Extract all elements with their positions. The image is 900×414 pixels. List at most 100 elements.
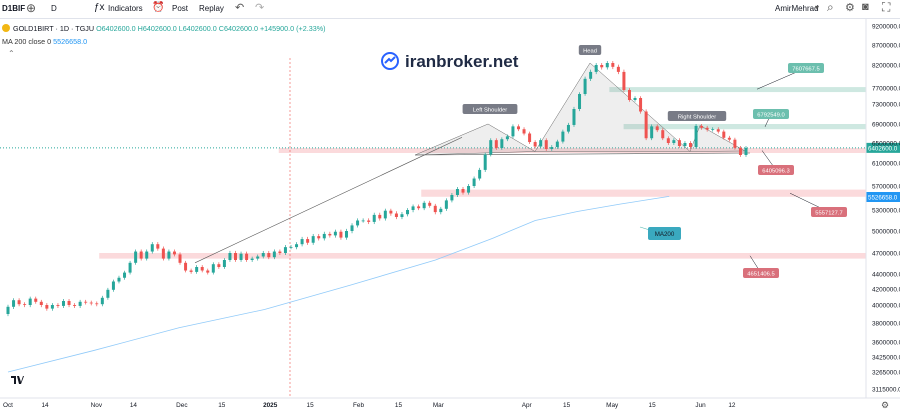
indicators-icon[interactable]: ƒx — [94, 2, 105, 13]
candle-body — [295, 244, 299, 248]
candle-body — [694, 125, 698, 147]
zone-label-5557127-bg — [811, 207, 847, 217]
zone-label-5557127: 5557127.7 — [815, 210, 842, 216]
candle-body — [333, 231, 337, 236]
candle-body — [361, 220, 365, 222]
left-shoulder-label: Left Shoulder — [473, 107, 508, 113]
alert-icon[interactable]: ⏰ — [152, 2, 165, 13]
chevron-down-icon[interactable]: ▾ — [815, 3, 820, 12]
y-tick-label: 7300000.0 — [872, 102, 900, 109]
zone-label-4651406: 4651406.5 — [747, 271, 774, 277]
plus-icon[interactable]: ⊕ — [26, 1, 37, 15]
x-tick-label: 15 — [218, 402, 226, 409]
zone-label-6792549: 6792549.0 — [757, 112, 784, 118]
candle-body — [73, 305, 77, 306]
candle-body — [444, 200, 448, 209]
candle-body — [350, 225, 354, 231]
neckline — [414, 152, 751, 156]
fullscreen-icon[interactable]: ⛶ — [882, 0, 891, 14]
candle-body — [633, 98, 637, 100]
indicators-button[interactable]: Indicators — [108, 4, 143, 13]
candle-body — [28, 298, 32, 305]
candle-body — [666, 138, 670, 143]
redo-icon[interactable]: ↷ — [255, 2, 265, 14]
x-tick-label: May — [606, 402, 619, 409]
trendline — [194, 137, 463, 264]
legend-ma-row[interactable]: MA 200 close 0 5526658.0 — [2, 37, 87, 46]
candle-body — [139, 251, 143, 259]
y-tick-label: 3265000.0 — [872, 370, 900, 377]
replay-button[interactable]: Replay — [199, 4, 224, 13]
candle-body — [716, 129, 720, 132]
y-tick-label: 6900000.0 — [872, 122, 900, 129]
candle-body — [727, 137, 731, 140]
candle-body — [128, 262, 132, 273]
candle-body — [505, 136, 509, 140]
candle-body — [289, 247, 293, 248]
candle-body — [56, 305, 60, 306]
tradingview-logo-icon[interactable] — [10, 373, 24, 385]
candle-body — [267, 253, 271, 258]
camera-icon[interactable]: ◙ — [862, 1, 869, 13]
search-icon[interactable]: ⌕ — [827, 0, 834, 14]
candle-body — [234, 253, 238, 260]
post-button[interactable]: Post — [172, 4, 189, 13]
candle-body — [700, 125, 704, 128]
x-tick-label: Oct — [3, 402, 13, 409]
gear-icon[interactable]: ⚙ — [845, 2, 855, 14]
last-price-badge-bg — [866, 142, 900, 153]
x-tick-label: Dec — [176, 402, 188, 409]
candle-body — [589, 71, 593, 79]
y-tick-label: 9200000.0 — [872, 24, 900, 31]
candle-body — [283, 247, 287, 253]
zone-label-6405096-bg — [758, 165, 794, 175]
candle-body — [50, 305, 54, 309]
candle-body — [627, 90, 631, 100]
chart-settings-icon[interactable]: ⚙ — [881, 400, 890, 410]
x-tick-label: 15 — [395, 402, 403, 409]
collapse-icon[interactable]: ⌃ — [8, 49, 15, 58]
legend-symbol: GOLD1BIRT · 1D · TGJU — [13, 24, 95, 33]
candle-body — [650, 126, 654, 139]
candle-body — [217, 264, 221, 267]
candle-body — [428, 202, 432, 206]
zone-resistance — [623, 124, 866, 130]
candle-body — [184, 262, 188, 271]
y-tick-label: 7700000.0 — [872, 86, 900, 93]
zone-support — [278, 148, 866, 153]
watermark: iranbroker.net — [405, 52, 519, 71]
candle-body — [494, 140, 498, 148]
candle-body — [172, 251, 176, 255]
candle-body — [67, 301, 71, 305]
left-shoulder-label-bg — [462, 104, 518, 114]
candle-body — [489, 140, 493, 155]
zone-resistance — [609, 87, 866, 93]
candle-body — [39, 301, 43, 305]
x-tick-label: 15 — [563, 402, 571, 409]
ma200-label-bg — [648, 227, 681, 240]
legend-symbol-row[interactable]: GOLD1BIRT · 1D · TGJU O6402600.0 H640260… — [2, 24, 325, 33]
x-tick-label: 15 — [307, 402, 315, 409]
candle-body — [206, 270, 210, 273]
candle-body — [61, 301, 65, 306]
candle-body — [578, 94, 582, 109]
last-price-badge: 6402600.0 — [868, 145, 898, 152]
interval-button[interactable]: D — [51, 4, 57, 13]
symbol-search[interactable]: D1BIF — [2, 4, 26, 13]
candle-body — [594, 65, 598, 72]
candle-body — [256, 256, 260, 259]
right-shoulder-label: Right Shoulder — [678, 114, 716, 120]
undo-icon[interactable]: ↶ — [235, 2, 245, 14]
candle-body — [622, 71, 626, 90]
candle-body — [95, 303, 99, 305]
candle-body — [117, 277, 121, 282]
candle-body — [655, 126, 659, 131]
x-tick-label: Mar — [433, 402, 445, 409]
head-label: Head — [583, 48, 597, 54]
candle-body — [23, 304, 27, 305]
user-name[interactable]: AmirMehrad — [775, 4, 819, 13]
candle-body — [544, 140, 548, 149]
x-tick-label: Feb — [353, 402, 364, 409]
legend-ma-value: 5526658.0 — [53, 37, 88, 46]
